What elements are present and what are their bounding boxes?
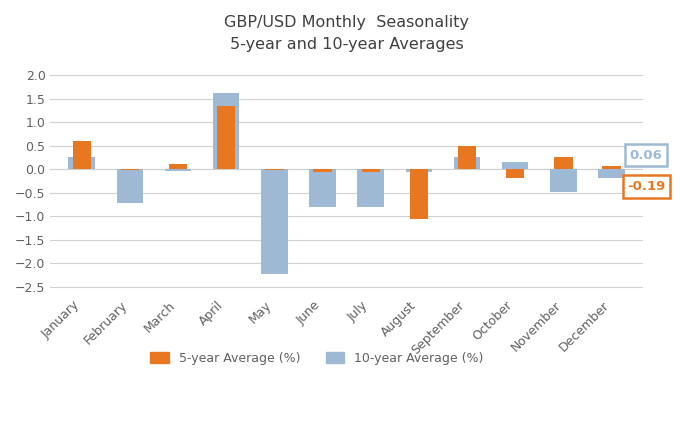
Bar [410, 169, 428, 219]
Bar [73, 141, 91, 169]
Bar [309, 169, 336, 207]
Bar [358, 169, 384, 207]
Bar [406, 169, 432, 172]
Bar [116, 169, 143, 203]
Bar [454, 157, 480, 169]
Bar [506, 169, 524, 178]
Bar [550, 169, 577, 192]
Bar [120, 169, 139, 170]
Bar [313, 169, 332, 172]
Bar [602, 166, 621, 169]
Bar [502, 162, 528, 169]
Bar [265, 169, 284, 170]
Bar [458, 146, 476, 169]
Bar [362, 169, 380, 172]
Bar [213, 93, 239, 169]
Text: -0.19: -0.19 [627, 180, 665, 193]
Bar [165, 169, 191, 171]
Title: GBP/USD Monthly  Seasonality
5-year and 10-year Averages: GBP/USD Monthly Seasonality 5-year and 1… [224, 15, 469, 52]
Bar [554, 157, 573, 169]
Bar [217, 106, 235, 169]
Bar [598, 169, 625, 178]
Bar [169, 164, 187, 169]
Bar [69, 157, 95, 169]
Text: 0.06: 0.06 [630, 149, 663, 161]
Legend: 5-year Average (%), 10-year Average (%): 5-year Average (%), 10-year Average (%) [150, 352, 483, 365]
Bar [261, 169, 288, 273]
